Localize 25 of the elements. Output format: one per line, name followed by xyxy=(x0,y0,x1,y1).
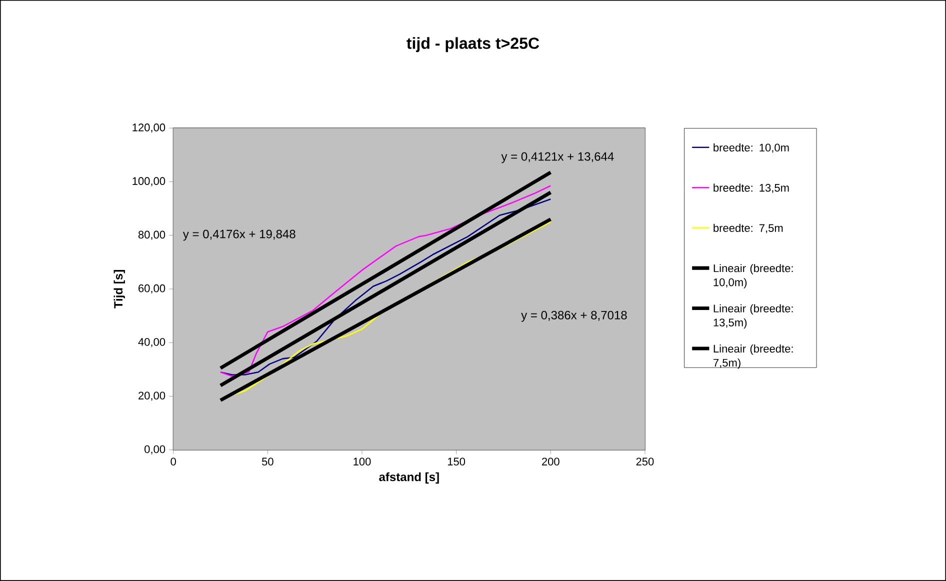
legend-label: Lineair (breedte: 13,5m) xyxy=(714,304,793,329)
x-tick-label: 250 xyxy=(636,458,654,466)
legend-label: breedte: 7,5m xyxy=(714,224,783,234)
legend-label: Lineair (breedte: 10,0m) xyxy=(714,264,793,288)
legend-label: Lineair (breedte: 7,5m) xyxy=(714,344,793,369)
y-tick-label: 40,00 xyxy=(138,338,166,348)
x-tick-label: 200 xyxy=(542,458,560,466)
legend-label: breedte: 13,5m xyxy=(714,184,789,194)
annotation: y = 0,4121x + 13,644 xyxy=(501,152,614,164)
chart-title: tijd - plaats t>25C xyxy=(406,37,540,52)
x-tick-label: 150 xyxy=(448,458,466,466)
x-tick-label: 100 xyxy=(354,458,371,466)
x-tick-label: 50 xyxy=(262,458,274,466)
annotation: y = 0,386x + 8,7018 xyxy=(521,310,627,322)
y-tick-label: 120,00 xyxy=(132,124,166,133)
y-axis-title: Tijd [s] xyxy=(114,270,125,308)
x-axis-title: afstand [s] xyxy=(379,472,439,484)
y-tick-label: 100,00 xyxy=(132,177,166,186)
y-tick-label: 60,00 xyxy=(138,284,166,294)
legend-label: breedte: 10,0m xyxy=(714,143,789,153)
x-tick-label: 0 xyxy=(170,458,176,466)
y-tick-label: 20,00 xyxy=(138,392,166,401)
annotation: y = 0,4176x + 19,848 xyxy=(182,230,296,241)
y-tick-label: 80,00 xyxy=(138,230,166,240)
y-tick-label: 0,00 xyxy=(144,445,166,454)
